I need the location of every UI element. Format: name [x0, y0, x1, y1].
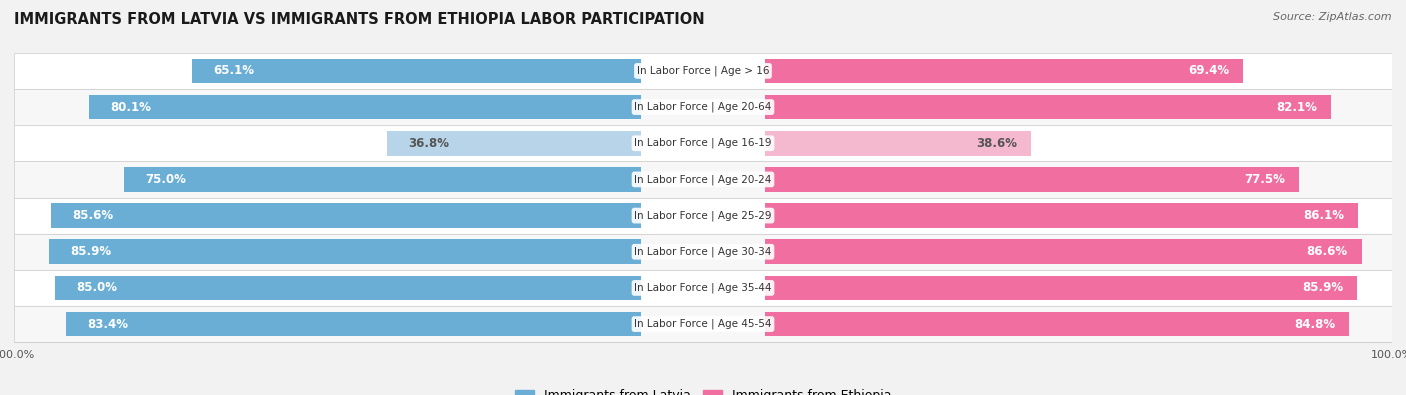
Bar: [14, 306, 1392, 342]
Bar: [49, 239, 641, 264]
Bar: [388, 131, 641, 156]
Bar: [66, 312, 641, 337]
Text: 75.0%: 75.0%: [145, 173, 186, 186]
Text: In Labor Force | Age 16-19: In Labor Force | Age 16-19: [634, 138, 772, 149]
Bar: [765, 95, 1330, 119]
Text: 77.5%: 77.5%: [1244, 173, 1285, 186]
Text: In Labor Force | Age 35-44: In Labor Force | Age 35-44: [634, 283, 772, 293]
Bar: [14, 161, 1392, 198]
Legend: Immigrants from Latvia, Immigrants from Ethiopia: Immigrants from Latvia, Immigrants from …: [510, 384, 896, 395]
Bar: [765, 131, 1031, 156]
Text: 85.9%: 85.9%: [70, 245, 111, 258]
Text: 85.0%: 85.0%: [76, 281, 117, 294]
Text: 80.1%: 80.1%: [110, 101, 150, 114]
Bar: [89, 95, 641, 119]
Text: 84.8%: 84.8%: [1295, 318, 1336, 331]
Text: 85.6%: 85.6%: [72, 209, 112, 222]
Text: In Labor Force | Age 45-54: In Labor Force | Age 45-54: [634, 319, 772, 329]
Bar: [765, 58, 1243, 83]
Text: Source: ZipAtlas.com: Source: ZipAtlas.com: [1274, 12, 1392, 22]
Bar: [14, 125, 1392, 161]
Bar: [14, 89, 1392, 125]
Bar: [193, 58, 641, 83]
Text: 36.8%: 36.8%: [408, 137, 449, 150]
Bar: [765, 203, 1358, 228]
Bar: [765, 276, 1357, 300]
Text: 83.4%: 83.4%: [87, 318, 128, 331]
Bar: [765, 239, 1361, 264]
Bar: [55, 276, 641, 300]
Text: In Labor Force | Age 30-34: In Labor Force | Age 30-34: [634, 246, 772, 257]
Text: 65.1%: 65.1%: [214, 64, 254, 77]
Bar: [124, 167, 641, 192]
Text: In Labor Force | Age 25-29: In Labor Force | Age 25-29: [634, 210, 772, 221]
Bar: [765, 167, 1299, 192]
Bar: [14, 53, 1392, 89]
Text: In Labor Force | Age > 16: In Labor Force | Age > 16: [637, 66, 769, 76]
Bar: [14, 198, 1392, 234]
Text: 82.1%: 82.1%: [1277, 101, 1317, 114]
Text: 69.4%: 69.4%: [1188, 64, 1229, 77]
Text: IMMIGRANTS FROM LATVIA VS IMMIGRANTS FROM ETHIOPIA LABOR PARTICIPATION: IMMIGRANTS FROM LATVIA VS IMMIGRANTS FRO…: [14, 12, 704, 27]
Bar: [14, 270, 1392, 306]
Text: 86.6%: 86.6%: [1306, 245, 1348, 258]
Bar: [51, 203, 641, 228]
Text: 85.9%: 85.9%: [1302, 281, 1343, 294]
Text: 86.1%: 86.1%: [1303, 209, 1344, 222]
Text: In Labor Force | Age 20-24: In Labor Force | Age 20-24: [634, 174, 772, 185]
Bar: [14, 234, 1392, 270]
Text: In Labor Force | Age 20-64: In Labor Force | Age 20-64: [634, 102, 772, 112]
Text: 38.6%: 38.6%: [976, 137, 1017, 150]
Bar: [765, 312, 1350, 337]
